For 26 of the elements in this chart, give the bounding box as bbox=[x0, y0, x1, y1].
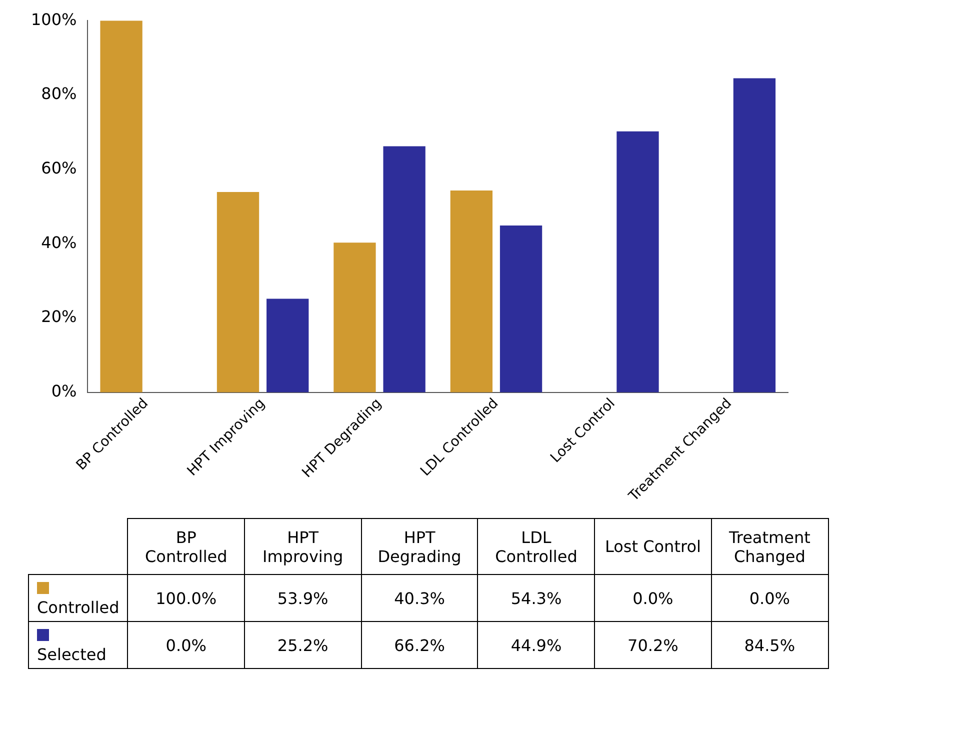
data-label: 25.2% bbox=[244, 622, 362, 668]
y-tick-label: 80% bbox=[41, 84, 77, 104]
y-tick-label: 100% bbox=[30, 10, 77, 29]
data-label: 0.0% bbox=[594, 574, 712, 622]
category-label: HPT Improving bbox=[262, 528, 344, 566]
category-label: LDL Controlled bbox=[495, 528, 578, 566]
data-label: 0.0% bbox=[711, 574, 828, 622]
data-label: 100.0% bbox=[128, 574, 244, 622]
category-label: Lost Control bbox=[604, 537, 701, 556]
data-label: 44.9% bbox=[478, 622, 595, 668]
data-label: 53.9% bbox=[244, 574, 362, 622]
y-tick-label: 20% bbox=[41, 307, 77, 326]
data-label: 66.2% bbox=[361, 622, 478, 668]
y-tick-label: 0% bbox=[51, 382, 77, 401]
category-label: HPT Degrading bbox=[378, 528, 462, 566]
data-label: 54.3% bbox=[478, 574, 595, 622]
category-label: Treatment Changed bbox=[728, 528, 810, 566]
legend-label: Selected bbox=[28, 622, 128, 668]
data-label: 70.2% bbox=[594, 622, 712, 668]
data-label: 40.3% bbox=[361, 574, 478, 622]
y-tick-label: 60% bbox=[41, 158, 77, 178]
category-label: BP Controlled bbox=[144, 528, 228, 566]
y-tick-label: 40% bbox=[41, 232, 77, 252]
data-label: 84.5% bbox=[711, 622, 828, 668]
legend-label: Controlled bbox=[28, 574, 128, 622]
data-label: 0.0% bbox=[128, 622, 244, 668]
